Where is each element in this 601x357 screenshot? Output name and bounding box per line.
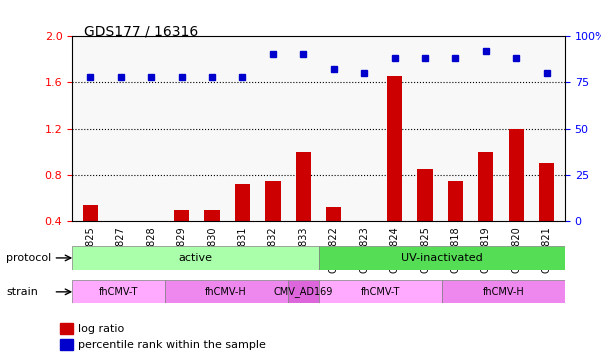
Text: log ratio: log ratio bbox=[78, 324, 124, 334]
Bar bbox=[508, 129, 524, 268]
Bar bbox=[418, 169, 433, 268]
Bar bbox=[60, 338, 73, 350]
Text: UV-inactivated: UV-inactivated bbox=[401, 253, 483, 263]
Text: protocol: protocol bbox=[6, 253, 51, 263]
FancyBboxPatch shape bbox=[442, 280, 565, 303]
Bar bbox=[326, 207, 341, 268]
Text: active: active bbox=[178, 253, 212, 263]
Bar bbox=[387, 76, 402, 268]
Text: fhCMV-H: fhCMV-H bbox=[206, 287, 247, 297]
Text: fhCMV-T: fhCMV-T bbox=[99, 287, 138, 297]
FancyBboxPatch shape bbox=[288, 280, 319, 303]
Bar bbox=[478, 152, 493, 268]
Bar bbox=[204, 210, 219, 268]
Bar bbox=[174, 210, 189, 268]
Text: fhCMV-H: fhCMV-H bbox=[483, 287, 524, 297]
Text: strain: strain bbox=[6, 287, 38, 297]
Bar bbox=[296, 152, 311, 268]
Bar bbox=[448, 181, 463, 268]
Bar bbox=[265, 181, 281, 268]
Text: fhCMV-T: fhCMV-T bbox=[361, 287, 400, 297]
FancyBboxPatch shape bbox=[165, 280, 288, 303]
Text: percentile rank within the sample: percentile rank within the sample bbox=[78, 340, 266, 350]
Bar bbox=[60, 323, 73, 334]
FancyBboxPatch shape bbox=[319, 280, 442, 303]
Bar bbox=[235, 184, 250, 268]
FancyBboxPatch shape bbox=[319, 246, 565, 270]
Bar bbox=[83, 205, 98, 268]
FancyBboxPatch shape bbox=[72, 246, 319, 270]
FancyBboxPatch shape bbox=[72, 280, 165, 303]
Text: CMV_AD169: CMV_AD169 bbox=[273, 286, 333, 297]
Bar bbox=[539, 163, 554, 268]
Text: GDS177 / 16316: GDS177 / 16316 bbox=[84, 25, 198, 39]
Bar bbox=[144, 231, 159, 268]
